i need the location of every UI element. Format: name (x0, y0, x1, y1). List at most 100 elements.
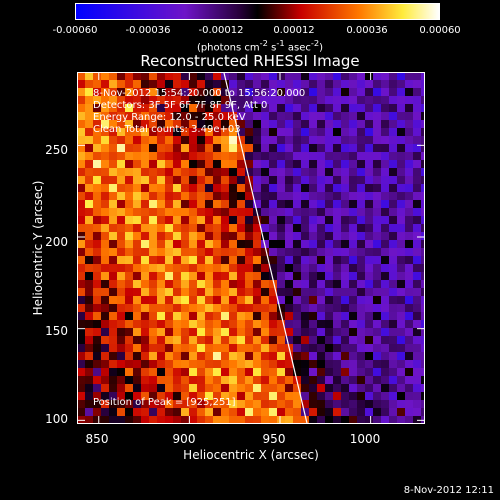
heatmap-cell (141, 200, 149, 208)
heatmap-cell (157, 120, 165, 128)
heatmap-cell (205, 392, 213, 400)
heatmap-cell (229, 192, 237, 200)
heatmap-cell (117, 128, 125, 136)
heatmap-cell (365, 200, 373, 208)
heatmap-cell (101, 88, 109, 96)
heatmap-cell (269, 368, 277, 376)
heatmap-cell (269, 264, 277, 272)
heatmap-cell (317, 136, 325, 144)
heatmap-cell (349, 288, 357, 296)
heatmap-cell (261, 304, 269, 312)
heatmap-cell (397, 144, 405, 152)
heatmap-cell (277, 368, 285, 376)
heatmap-cell (133, 240, 141, 248)
heatmap-cell (333, 368, 341, 376)
heatmap-cell (301, 112, 309, 120)
heatmap-cell (173, 312, 181, 320)
heatmap-cell (317, 152, 325, 160)
heatmap-cell (421, 264, 425, 272)
heatmap-cell (325, 344, 333, 352)
heatmap-cell (109, 336, 117, 344)
heatmap-cell (221, 240, 229, 248)
heatmap-cell (117, 312, 125, 320)
heatmap-cell (125, 112, 133, 120)
heatmap-cell (285, 360, 293, 368)
heatmap-cell (365, 296, 373, 304)
heatmap-cell (149, 352, 157, 360)
heatmap-cell (93, 288, 101, 296)
heatmap-cell (205, 224, 213, 232)
heatmap-cell (357, 272, 365, 280)
heatmap-cell (317, 384, 325, 392)
heatmap-cell (269, 320, 277, 328)
heatmap-cell (181, 304, 189, 312)
heatmap-cell (397, 88, 405, 96)
heatmap-cell (349, 80, 357, 88)
heatmap-cell (149, 232, 157, 240)
heatmap-cell (117, 400, 125, 408)
heatmap-cell (221, 352, 229, 360)
heatmap-cell (421, 384, 425, 392)
heatmap-cell (173, 72, 181, 80)
heatmap-cell (117, 224, 125, 232)
heatmap-cell (293, 408, 301, 416)
heatmap-cell (317, 120, 325, 128)
heatmap-cell (317, 192, 325, 200)
heatmap-cell (325, 392, 333, 400)
heatmap-cell (357, 232, 365, 240)
heatmap-cell (133, 144, 141, 152)
heatmap-cell (157, 360, 165, 368)
heatmap-cell (341, 184, 349, 192)
heatmap-cell (213, 240, 221, 248)
heatmap-cell (85, 400, 93, 408)
heatmap-cell (373, 120, 381, 128)
heatmap-cell (253, 296, 261, 304)
heatmap-cell (157, 384, 165, 392)
heatmap-cell (357, 176, 365, 184)
heatmap-cell (301, 96, 309, 104)
heatmap-cell (149, 360, 157, 368)
heatmap-cell (317, 184, 325, 192)
heatmap-cell (381, 392, 389, 400)
heatmap-cell (261, 112, 269, 120)
heatmap-cell (213, 344, 221, 352)
heatmap-cell (109, 400, 117, 408)
heatmap-cell (365, 368, 373, 376)
heatmap-cell (389, 312, 397, 320)
heatmap-cell (413, 184, 421, 192)
heatmap-cell (405, 368, 413, 376)
heatmap-cell (405, 200, 413, 208)
heatmap-cell (189, 168, 197, 176)
heatmap-cell (149, 72, 157, 80)
heatmap-cell (253, 152, 261, 160)
heatmap-cell (325, 240, 333, 248)
heatmap-cell (269, 176, 277, 184)
heatmap-cell (149, 376, 157, 384)
heatmap-cell (77, 320, 85, 328)
heatmap-cell (189, 312, 197, 320)
heatmap-cell (405, 336, 413, 344)
heatmap-cell (157, 152, 165, 160)
heatmap-cell (165, 248, 173, 256)
heatmap-cell (365, 232, 373, 240)
heatmap-cell (101, 352, 109, 360)
heatmap-cell (157, 320, 165, 328)
heatmap-cell (141, 360, 149, 368)
heatmap-cell (77, 392, 85, 400)
heatmap-cell (245, 72, 253, 80)
heatmap-cell (77, 296, 85, 304)
heatmap-cell (77, 256, 85, 264)
heatmap-cell (373, 272, 381, 280)
heatmap-cell (205, 160, 213, 168)
heatmap-cell (77, 232, 85, 240)
heatmap-cell (101, 128, 109, 136)
heatmap-cell (285, 416, 293, 424)
heatmap-cell (405, 224, 413, 232)
heatmap-cell (421, 312, 425, 320)
heatmap-cell (141, 384, 149, 392)
heatmap-cell (285, 152, 293, 160)
heatmap-cell (389, 288, 397, 296)
heatmap-cell (301, 176, 309, 184)
heatmap-cell (237, 352, 245, 360)
heatmap-cell (149, 80, 157, 88)
